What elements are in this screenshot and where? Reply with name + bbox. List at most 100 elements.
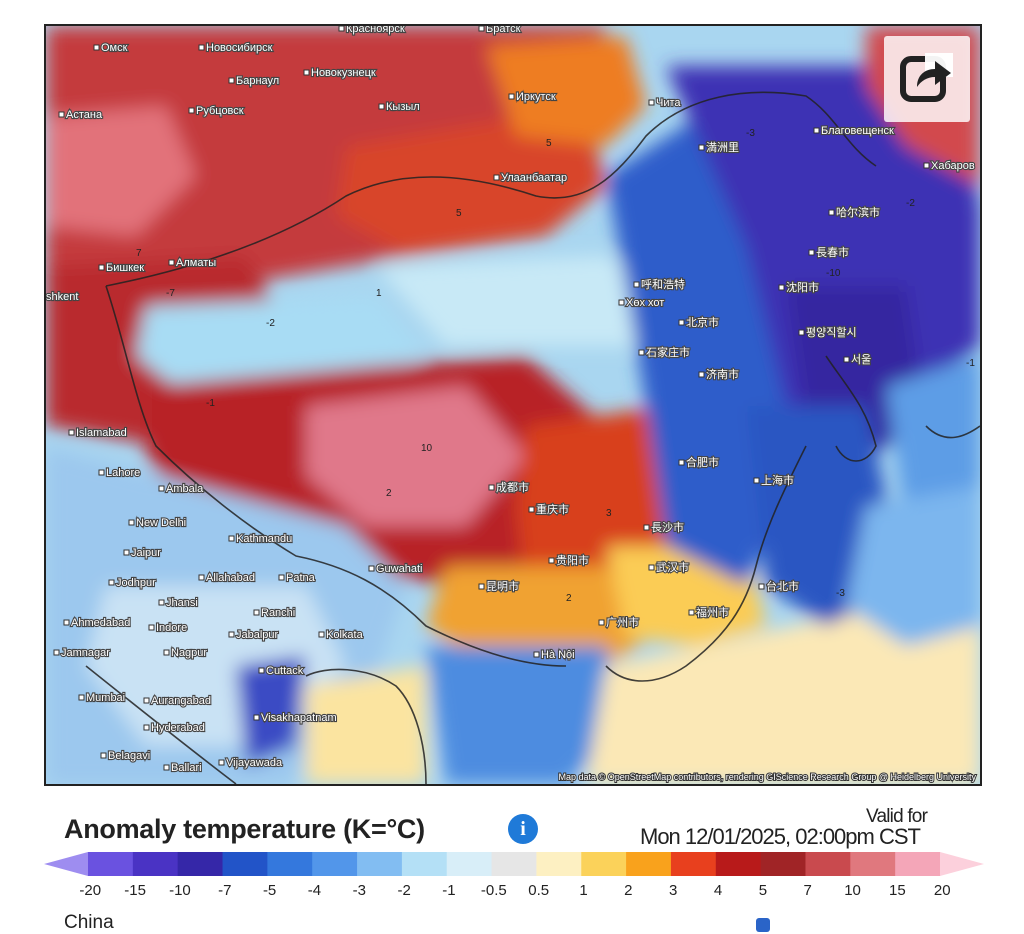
- color-scale-tick-label: -10: [169, 882, 191, 899]
- city-label: Новокузнецк: [311, 67, 376, 79]
- city-marker: [163, 649, 170, 656]
- city-marker: [368, 565, 375, 572]
- contour-label: 1: [376, 288, 382, 299]
- city-label: Hà Nội: [541, 649, 575, 661]
- city-label: Ballari: [171, 762, 202, 774]
- city-label: Новосибирск: [206, 42, 273, 54]
- city-marker: [688, 609, 695, 616]
- city-marker: [198, 44, 205, 51]
- city-marker: [923, 162, 930, 169]
- city-label: Красноярск: [346, 26, 405, 35]
- city-marker: [478, 26, 485, 32]
- city-label: Ambala: [166, 483, 204, 495]
- city-marker: [378, 103, 385, 110]
- temperature-anomaly-map[interactable]: -2 -1 1 2 3 5 7 10 -3 -7 -10 -1 2 5 -2 -3 Омск Новосибир…: [44, 24, 982, 786]
- coastline-india: [85, 665, 237, 784]
- color-scale-segment: [267, 852, 313, 876]
- city-label: Ahmedabad: [71, 617, 130, 629]
- cool-region-indochina: [426, 646, 626, 784]
- city-marker: [143, 697, 150, 704]
- city-label: shkent: [46, 291, 78, 303]
- color-scale-tick-label: 4: [713, 882, 723, 899]
- city-marker: [528, 506, 535, 513]
- share-icon: [900, 53, 953, 102]
- color-scale-tick-label: -5: [262, 882, 277, 899]
- city-marker: [143, 724, 150, 731]
- city-label: Jabalpur: [236, 629, 279, 641]
- city-label: 満洲里: [706, 141, 739, 154]
- city-marker: [778, 284, 785, 291]
- anomaly-field: [46, 26, 980, 784]
- city-marker: [278, 574, 285, 581]
- city-label: 石家庄市: [646, 345, 690, 359]
- city-marker: [753, 477, 760, 484]
- city-label: 广州市: [606, 615, 639, 629]
- city-label: Омск: [101, 42, 128, 54]
- cold-region-east-india: [236, 656, 306, 766]
- city-marker: [53, 649, 60, 656]
- color-scale-tick-label: -0.5: [480, 882, 507, 899]
- city-marker: [253, 609, 260, 616]
- coastline-east-china: [605, 445, 807, 682]
- coastline-bay-bengal: [305, 668, 427, 784]
- warm-region-yunnan: [426, 566, 666, 666]
- info-icon[interactable]: i: [508, 814, 538, 844]
- color-scale-segment: [312, 852, 358, 876]
- city-label: 台北市: [766, 579, 799, 593]
- city-marker: [163, 764, 170, 771]
- city-label: Allahabad: [206, 572, 255, 584]
- contour-label: 7: [136, 248, 142, 259]
- city-marker: [678, 459, 685, 466]
- city-label: Cuttack: [266, 665, 304, 677]
- cool-region-gobi: [376, 256, 686, 346]
- city-marker: [813, 127, 820, 134]
- city-label: Jamnagar: [61, 647, 110, 659]
- map-attribution: Map data © OpenStreetMap contributors, r…: [559, 772, 977, 782]
- city-marker: [338, 26, 345, 32]
- city-label: Mumbai: [86, 692, 125, 704]
- city-marker: [318, 631, 325, 638]
- city-marker: [648, 99, 655, 106]
- city-label: 合肥市: [686, 455, 719, 469]
- city-marker: [63, 619, 70, 626]
- color-scale-tick-label: -3: [352, 882, 366, 899]
- city-marker: [78, 694, 85, 701]
- city-marker: [533, 651, 540, 658]
- city-label: 長沙市: [651, 520, 684, 534]
- color-scale-tick-label: 3: [669, 882, 678, 899]
- share-button[interactable]: [884, 36, 970, 122]
- color-scale-segment: [357, 852, 403, 876]
- contour-label: 5: [546, 138, 552, 149]
- city-marker: [93, 44, 100, 51]
- color-scale-high-cap: [940, 852, 984, 876]
- city-label: Visakhapatnam: [261, 712, 337, 724]
- color-scale-tick-label: -7: [218, 882, 232, 899]
- city-label: Бишкек: [106, 262, 144, 274]
- contour-label: 5: [456, 208, 462, 219]
- valid-time: Mon 12/01/2025, 02:00pm CST: [640, 824, 921, 849]
- borders: [85, 91, 980, 784]
- city-marker: [258, 667, 265, 674]
- city-marker: [828, 209, 835, 216]
- city-marker: [633, 281, 640, 288]
- city-marker: [128, 519, 135, 526]
- city-label: Kathmandu: [236, 533, 292, 545]
- color-scale-tick-label: -20: [79, 882, 102, 899]
- color-scale-tick-label: 20: [933, 882, 951, 899]
- warm-region-tibet-core: [306, 386, 526, 526]
- border-china-west: [105, 285, 567, 667]
- city-label: 重庆市: [536, 502, 569, 516]
- city-marker: [168, 259, 175, 266]
- city-label: 哈尔滨市: [836, 205, 880, 219]
- color-scale-segment: [626, 852, 672, 876]
- contour-label: -7: [166, 288, 175, 299]
- contour-label: -2: [906, 198, 915, 209]
- city-label: 贵阳市: [556, 553, 589, 567]
- city-label: 沈阳市: [786, 280, 819, 294]
- warm-region-bay-of-bengal: [306, 666, 426, 784]
- contour-label: -3: [746, 128, 755, 139]
- city-label: Belagavi: [108, 750, 150, 762]
- city-marker: [58, 111, 65, 118]
- city-label: Patna: [286, 572, 316, 584]
- contour-label: -10: [826, 268, 841, 279]
